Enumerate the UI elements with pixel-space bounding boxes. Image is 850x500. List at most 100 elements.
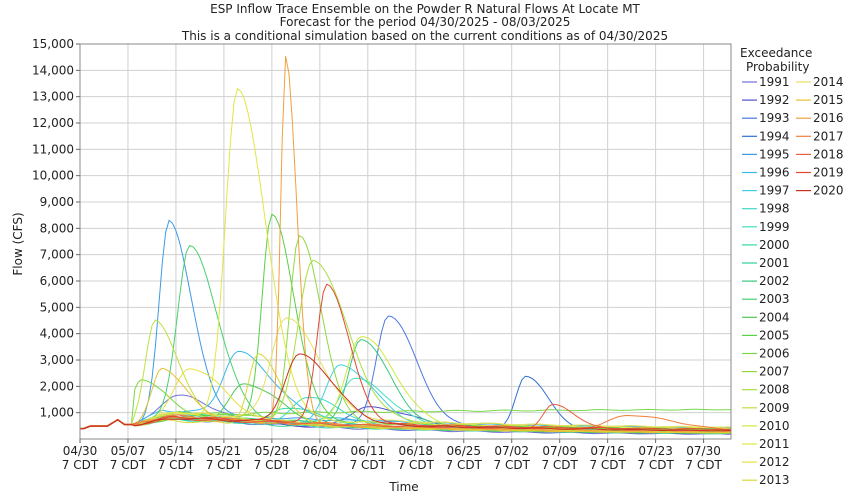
- y-tick-label: 3,000: [40, 353, 74, 367]
- legend-label-2018: 2018: [813, 147, 844, 161]
- series-line-2011: [80, 87, 731, 430]
- y-tick-label: 12,000: [32, 116, 74, 130]
- y-tick-label: 2,000: [40, 379, 74, 393]
- legend-label-2010: 2010: [759, 419, 790, 433]
- x-tick-label-time: 7 CDT: [158, 458, 195, 472]
- y-tick-label: 5,000: [40, 300, 74, 314]
- legend-label-1995: 1995: [759, 147, 790, 161]
- legend-label-2008: 2008: [759, 383, 790, 397]
- legend-label-2001: 2001: [759, 256, 790, 270]
- legend-label-2014: 2014: [813, 75, 844, 89]
- legend-label-2020: 2020: [813, 184, 844, 198]
- y-tick-label: 10,000: [32, 169, 74, 183]
- series-line-2003: [80, 244, 732, 433]
- y-tick-label: 4,000: [40, 327, 74, 341]
- legend-label-1996: 1996: [759, 166, 790, 180]
- y-tick-label: 15,000: [32, 37, 74, 51]
- x-tick-label-time: 7 CDT: [302, 458, 339, 472]
- x-tick-label: 07/16: [590, 444, 625, 458]
- legend-label-2005: 2005: [759, 328, 790, 342]
- x-tick-label-time: 7 CDT: [254, 458, 291, 472]
- x-tick-label: 06/04: [303, 444, 338, 458]
- x-tick-label-time: 7 CDT: [206, 458, 243, 472]
- x-tick-label: 05/28: [255, 444, 290, 458]
- legend-label-1992: 1992: [759, 93, 790, 107]
- y-tick-label: 7,000: [40, 248, 74, 262]
- legend-label-1999: 1999: [759, 220, 790, 234]
- legend-label-2013: 2013: [759, 473, 790, 487]
- legend-label-2015: 2015: [813, 93, 844, 107]
- series-line-2007: [80, 234, 732, 431]
- y-tick-label: 1,000: [40, 406, 74, 420]
- legend-label-2012: 2012: [759, 455, 790, 469]
- y-tick-label: 8,000: [40, 221, 74, 235]
- y-axis: 1,000 2,000 3,000 4,000 5,000 6,000 7,000 8,000…: [32, 37, 80, 420]
- series-line-2006: [80, 379, 732, 429]
- y-tick-label: 9,000: [40, 195, 74, 209]
- x-tick-label: 06/11: [351, 444, 386, 458]
- series-line-2008: [80, 259, 731, 430]
- legend-label-2019: 2019: [813, 166, 844, 180]
- y-tick-label: 14,000: [32, 63, 74, 77]
- x-tick-label-time: 7 CDT: [350, 458, 387, 472]
- x-tick-label-time: 7 CDT: [637, 458, 674, 472]
- x-tick-label-time: 7 CDT: [589, 458, 626, 472]
- legend-label-2004: 2004: [759, 310, 790, 324]
- legend-label-1993: 1993: [759, 111, 790, 125]
- plot-area: [79, 43, 732, 440]
- legend-label-1997: 1997: [759, 184, 790, 198]
- x-tick-label-time: 7 CDT: [398, 458, 435, 472]
- x-tick-label-time: 7 CDT: [494, 458, 531, 472]
- x-tick-label-time: 7 CDT: [62, 458, 99, 472]
- chart-subtitle-2: This is a conditional simulation based o…: [181, 29, 668, 43]
- chart-subtitle: Forecast for the period 04/30/2025 - 08/…: [280, 15, 571, 29]
- x-tick-label-time: 7 CDT: [110, 458, 147, 472]
- series-line-2005: [80, 213, 731, 430]
- y-tick-label: 13,000: [32, 90, 74, 104]
- legend-label-2007: 2007: [759, 365, 790, 379]
- series-line-2016: [80, 56, 732, 432]
- legend-label-2016: 2016: [813, 111, 844, 125]
- x-axis-label: Time: [388, 480, 418, 494]
- legend-label-1994: 1994: [759, 129, 790, 143]
- y-axis-label: Flow (CFS): [11, 212, 25, 275]
- series-line-2019: [80, 283, 732, 431]
- x-tick-label: 05/07: [111, 444, 146, 458]
- x-tick-label: 05/14: [159, 444, 194, 458]
- legend-label-1998: 1998: [759, 202, 790, 216]
- x-tick-label: 06/18: [398, 444, 433, 458]
- legend-label-2009: 2009: [759, 401, 790, 415]
- legend-label-2011: 2011: [759, 437, 790, 451]
- x-tick-label-time: 7 CDT: [685, 458, 722, 472]
- y-tick-label: 11,000: [32, 142, 74, 156]
- x-tick-label: 05/21: [207, 444, 242, 458]
- series-group: [80, 56, 732, 435]
- x-tick-label-time: 7 CDT: [446, 458, 483, 472]
- series-line-2015: [80, 367, 732, 434]
- x-tick-label: 07/09: [542, 444, 577, 458]
- series-line-2014: [80, 317, 732, 429]
- series-line-1995: [80, 219, 731, 430]
- legend-label-2000: 2000: [759, 238, 790, 252]
- y-tick-label: 6,000: [40, 274, 74, 288]
- x-tick-label: 04/30: [63, 444, 98, 458]
- legend-label-2002: 2002: [759, 274, 790, 288]
- legend-label-2017: 2017: [813, 129, 844, 143]
- x-tick-label-time: 7 CDT: [541, 458, 578, 472]
- x-tick-label: 07/23: [638, 444, 673, 458]
- legend-label-2006: 2006: [759, 347, 790, 361]
- chart-title: ESP Inflow Trace Ensemble on the Powder …: [210, 2, 640, 16]
- legend-label-1991: 1991: [759, 75, 790, 89]
- grid: [79, 43, 731, 439]
- series-line-1996: [80, 351, 732, 430]
- legend-label-2003: 2003: [759, 292, 790, 306]
- series-line-2020: [80, 353, 731, 432]
- x-tick-label: 07/30: [686, 444, 721, 458]
- legend-title: Exceedance: [740, 46, 812, 60]
- x-tick-label: 07/02: [494, 444, 529, 458]
- x-tick-label: 06/25: [446, 444, 481, 458]
- legend-title-2: Probability: [746, 60, 809, 74]
